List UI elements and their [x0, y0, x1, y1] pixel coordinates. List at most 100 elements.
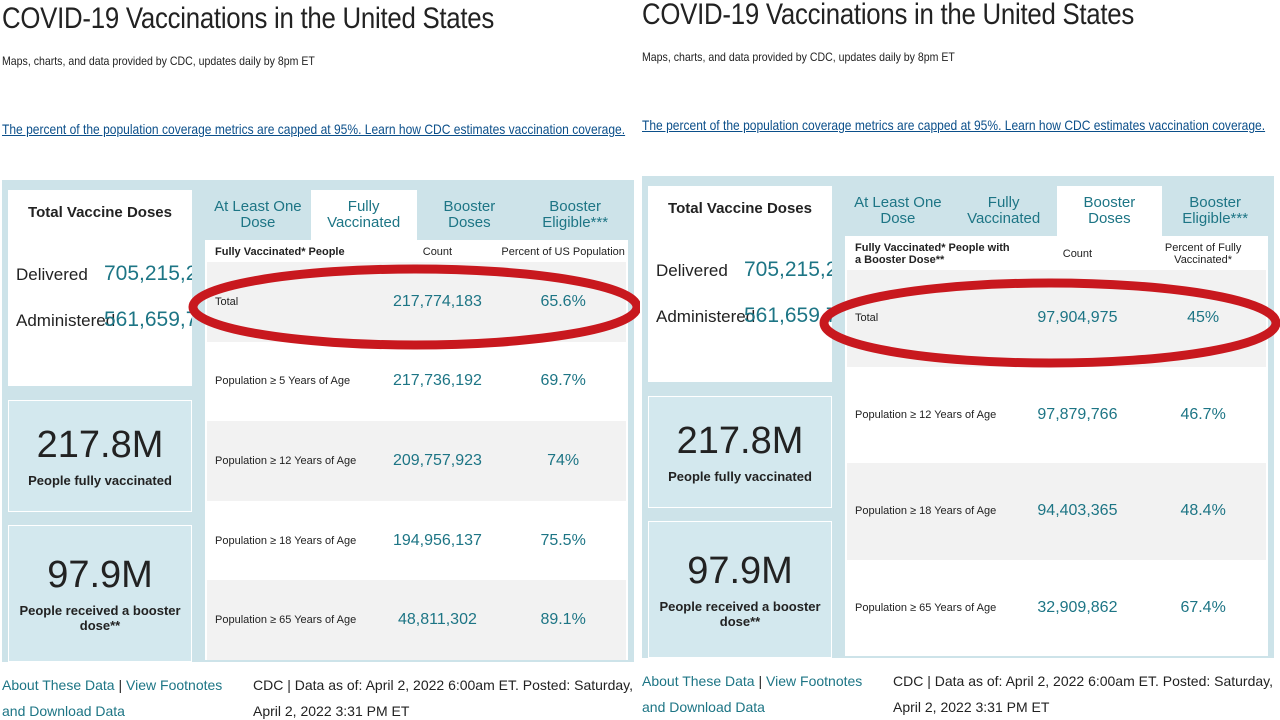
data-table: Fully Vaccinated* People Count Percent of …	[205, 240, 628, 660]
footer-links: About These Data | View Footnotes and Do…	[642, 668, 872, 716]
totals-value: 705,215,245	[744, 258, 832, 281]
table-cell: 89.1%	[540, 611, 586, 629]
totals-heading: Total Vaccine Doses	[28, 204, 172, 221]
table-row: Population ≥ 12 Years of Age 97,879,766 46…	[847, 367, 1266, 464]
stat-card: 97.9M People received a booster dose**	[8, 525, 192, 662]
title: COVID-19 Vaccinations in the United Stat…	[2, 2, 495, 35]
totals-label: Administered	[656, 307, 756, 326]
stat-label: People fully vaccinated	[28, 473, 172, 488]
stat-card: 217.8M People fully vaccinated	[648, 396, 832, 508]
footer-separator: |	[758, 673, 763, 689]
totals-value: 561,659,770	[744, 304, 832, 327]
tab[interactable]: Booster Doses	[443, 198, 496, 231]
table-row: Population ≥ 5 Years of Age 217,736,192 69…	[207, 342, 626, 422]
table-row: Population ≥ 12 Years of Age 209,757,923 7…	[207, 421, 626, 501]
table-row: Population ≥ 65 Years of Age 32,909,862 67…	[847, 560, 1266, 657]
stat-label: People fully vaccinated	[668, 469, 812, 484]
table-header: Fully Vaccinated* People with a Booster …	[847, 236, 1266, 270]
table-row: Population ≥ 18 Years of Age 194,956,137 7…	[207, 501, 626, 581]
table-cell: 46.7%	[1180, 405, 1226, 423]
footer-link[interactable]: View Footnotes and Download Data	[642, 673, 863, 715]
table-cell: Population ≥ 5 Years of Age	[215, 375, 351, 388]
table-cell: Population ≥ 18 Years of Age	[855, 505, 997, 518]
subtitle: Maps, charts, and data provided by CDC, …	[642, 50, 955, 64]
totals-value: 561,659,770	[104, 308, 192, 331]
tabs: At Least One Dose Fully Vaccinated Booster…	[845, 186, 1268, 236]
totals-row: Delivered 705,215,245	[16, 262, 192, 286]
footer-link[interactable]: About These Data	[2, 677, 115, 693]
table-cell: 48.4%	[1180, 502, 1226, 520]
table-row: Total 97,904,975 45%	[847, 270, 1266, 367]
table-cell: Total	[215, 295, 239, 308]
totals-value: 705,215,245	[104, 262, 192, 285]
table-cell: 74%	[547, 451, 580, 469]
table-cell: Population ≥ 12 Years of Age	[215, 454, 357, 467]
footer-link[interactable]: About These Data	[642, 673, 755, 689]
table-cell: 97,904,975	[1037, 309, 1118, 327]
panel: COVID-19 Vaccinations in the United Stat…	[2, 2, 640, 720]
table-row: Total 217,774,183 65.6%	[207, 262, 626, 342]
table-cell: 67.4%	[1180, 598, 1226, 616]
table-cell: 209,757,923	[392, 451, 482, 469]
totals-heading: Total Vaccine Doses	[668, 200, 812, 217]
table-cell: 69.7%	[540, 372, 586, 390]
totals-label: Delivered	[656, 261, 728, 280]
coverage-link[interactable]: The percent of the population coverage m…	[2, 121, 626, 137]
tab[interactable]: At Least One Dose	[854, 194, 942, 227]
dashboard-box: Total Vaccine Doses Delivered 705,215,245 A…	[2, 180, 634, 662]
header-cell: Count	[1062, 248, 1093, 260]
table-cell: 97,879,766	[1037, 405, 1118, 423]
totals-label: Delivered	[16, 265, 88, 284]
tab[interactable]: Fully Vaccinated	[967, 194, 1041, 227]
header-cell: Percent of Fully Vaccinated*	[1164, 242, 1242, 266]
table-cell: 194,956,137	[392, 531, 482, 549]
table-cell: 65.6%	[540, 292, 586, 310]
table-cell: 75.5%	[540, 531, 586, 549]
footer-note: CDC | Data as of: April 2, 2022 6:00am E…	[253, 677, 634, 719]
totals-row: Delivered 705,215,245	[656, 258, 832, 282]
table-cell: 217,774,183	[392, 292, 482, 310]
data-table: Fully Vaccinated* People with a Booster …	[845, 236, 1268, 656]
tab[interactable]: Booster Eligible***	[542, 198, 609, 231]
table-row: Population ≥ 65 Years of Age 48,811,302 89…	[207, 580, 626, 660]
header-cell: Count	[422, 246, 453, 258]
total-doses: Total Vaccine Doses Delivered 705,215,245 A…	[648, 186, 832, 382]
stat-card: 217.8M People fully vaccinated	[8, 400, 192, 512]
table-cell: 32,909,862	[1037, 598, 1118, 616]
total-doses: Total Vaccine Doses Delivered 705,215,245 A…	[8, 190, 192, 386]
tab[interactable]: At Least One Dose	[214, 198, 302, 231]
footer-links: About These Data | View Footnotes and Do…	[2, 672, 232, 720]
coverage-link[interactable]: The percent of the population coverage m…	[642, 117, 1266, 133]
stat-card: 97.9M People received a booster dose**	[648, 521, 832, 658]
table-cell: Population ≥ 18 Years of Age	[215, 534, 357, 547]
stat-value: 217.8M	[676, 420, 804, 462]
table-cell: 217,736,192	[392, 372, 482, 390]
table-cell: Population ≥ 12 Years of Age	[855, 408, 997, 421]
header-cell: Fully Vaccinated* People	[215, 246, 345, 258]
subtitle: Maps, charts, and data provided by CDC, …	[2, 54, 315, 68]
totals-label: Administered	[16, 311, 116, 330]
table-row: Population ≥ 18 Years of Age 94,403,365 48…	[847, 463, 1266, 560]
tabs: At Least One Dose Fully Vaccinated Booster…	[205, 190, 628, 240]
tab[interactable]: Fully Vaccinated	[310, 190, 417, 240]
header-cell: Percent of US Population	[501, 246, 625, 258]
stat-label: People received a booster dose**	[659, 599, 821, 629]
header-cell: Fully Vaccinated* People with a Booster …	[855, 242, 1010, 266]
stat-value: 97.9M	[47, 554, 153, 596]
footer-link[interactable]: View Footnotes and Download Data	[2, 677, 223, 719]
title: COVID-19 Vaccinations in the United Stat…	[642, 0, 1135, 31]
table-cell: 94,403,365	[1037, 502, 1118, 520]
totals-row: Administered561,659,770	[16, 308, 192, 332]
table-cell: 48,811,302	[397, 611, 477, 629]
tab[interactable]: Booster Eligible***	[1182, 194, 1249, 227]
table-cell: Population ≥ 65 Years of Age	[215, 614, 357, 627]
table-cell: 45%	[1187, 309, 1220, 327]
table-cell: Population ≥ 65 Years of Age	[855, 601, 997, 614]
tab[interactable]: Booster Doses	[1056, 186, 1163, 236]
stat-label: People received a booster dose**	[19, 603, 181, 633]
stat-value: 217.8M	[36, 424, 164, 466]
table-header: Fully Vaccinated* People Count Percent of …	[207, 240, 626, 262]
stat-value: 97.9M	[687, 550, 793, 592]
table-cell: Total	[855, 312, 879, 325]
